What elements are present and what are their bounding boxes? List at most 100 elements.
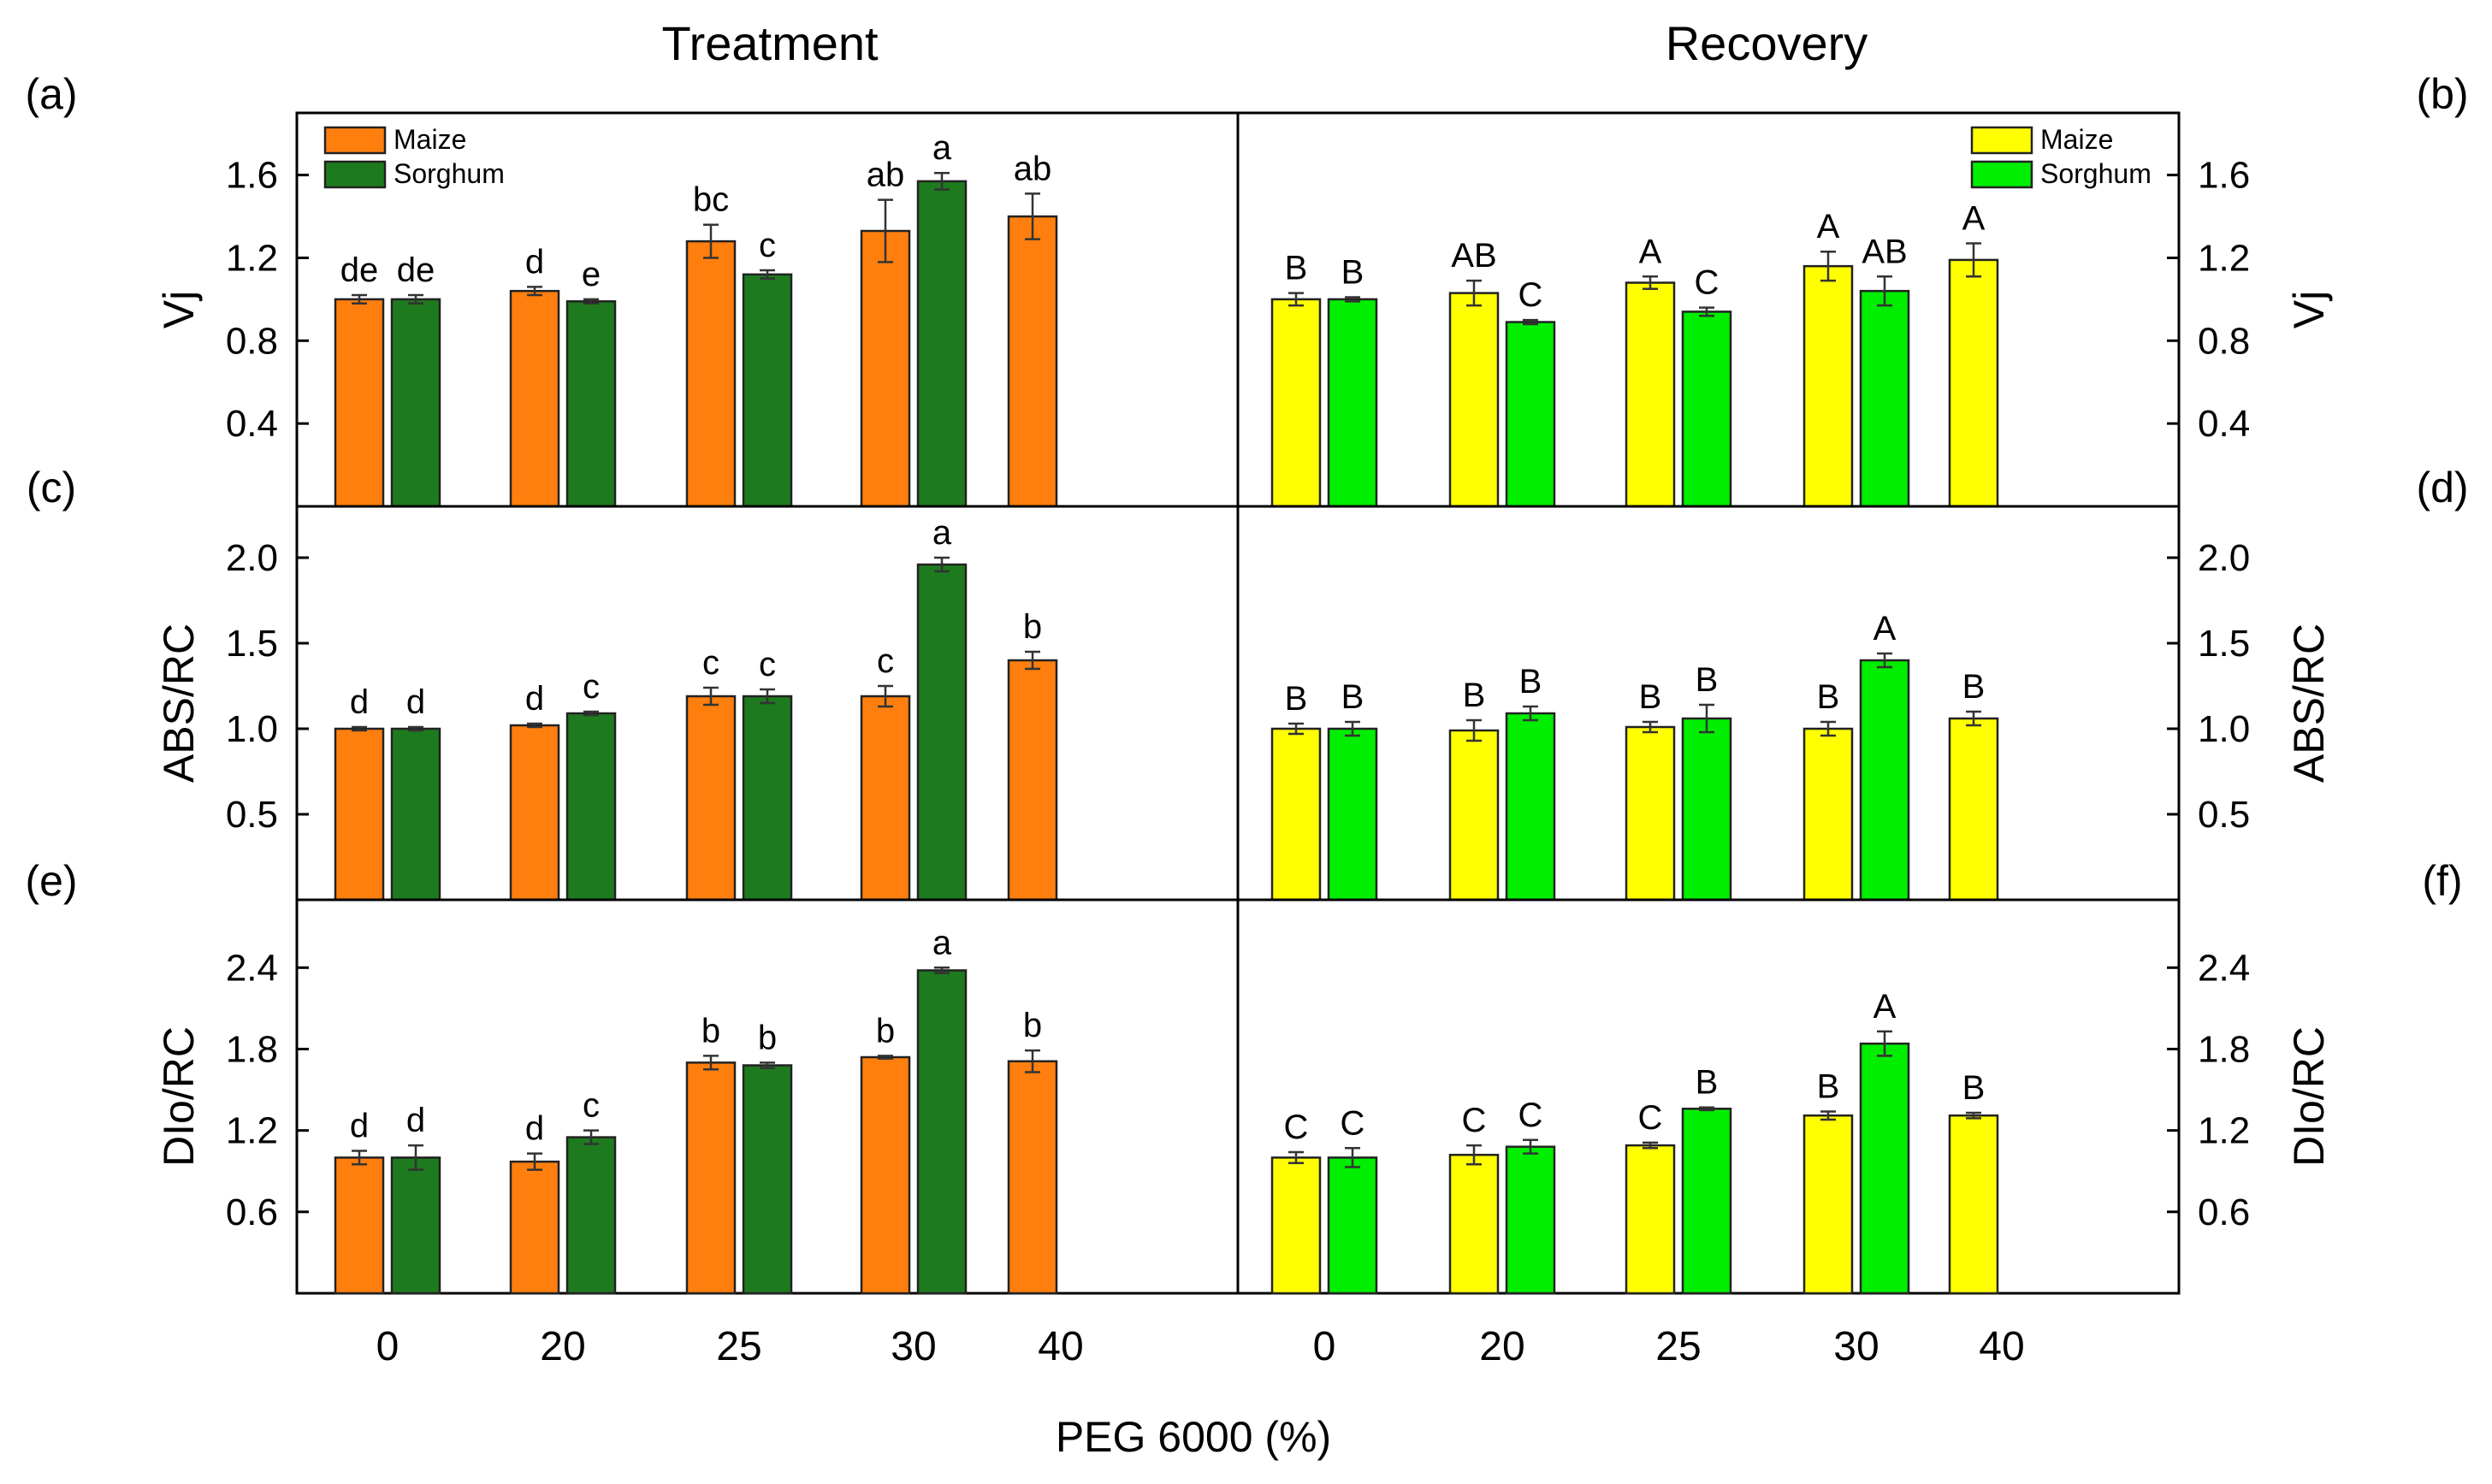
x-tick-label: 30 — [891, 1324, 936, 1369]
bar-sorghum-25 — [1681, 717, 1732, 902]
error-bar — [1966, 710, 1981, 727]
significance-label: C — [1518, 1097, 1543, 1134]
y-tick-label: 0.5 — [2198, 794, 2250, 836]
error-bar — [1288, 1150, 1304, 1164]
bar-maize-30 — [1802, 264, 1854, 508]
error-bar — [1345, 720, 1360, 737]
bar-sorghum-25 — [742, 273, 793, 508]
y-tick-label: 1.2 — [226, 1110, 278, 1152]
legend-label-sorghum: Sorghum — [2040, 158, 2152, 189]
error-bar — [878, 198, 893, 263]
significance-label: a — [932, 129, 952, 167]
legend-swatch-maize — [323, 126, 387, 155]
error-bar — [1025, 1049, 1040, 1073]
y-axis-label: Vj — [155, 291, 203, 328]
panel-letter: (c) — [27, 464, 76, 511]
error-bar — [408, 1144, 423, 1171]
significance-label: d — [406, 1102, 425, 1139]
y-tick-label: 1.5 — [226, 623, 278, 665]
significance-label: b — [1023, 1007, 1042, 1044]
error-bar — [527, 286, 542, 297]
y-tick-label: 0.6 — [226, 1191, 278, 1233]
significance-label: a — [932, 514, 952, 552]
error-bar — [1345, 1147, 1360, 1168]
error-bar — [1523, 318, 1538, 326]
significance-label: B — [1817, 1067, 1840, 1105]
error-bar — [1820, 250, 1836, 282]
significance-label: d — [525, 1110, 544, 1148]
x-tick-label: 25 — [716, 1324, 761, 1369]
bar-sorghum-25 — [742, 695, 793, 902]
y-axis-label: Vj — [2285, 291, 2333, 328]
error-bar — [1466, 718, 1482, 742]
error-bar — [1877, 1030, 1892, 1057]
significance-label: ab — [867, 157, 905, 194]
bar-sorghum-30 — [916, 180, 968, 508]
y-tick-label: 0.4 — [2198, 403, 2250, 445]
significance-label: b — [1023, 608, 1042, 646]
error-bar — [1699, 306, 1714, 317]
significance-label: de — [397, 251, 435, 289]
x-tick-label: 40 — [1038, 1324, 1083, 1369]
significance-label: A — [1873, 610, 1897, 647]
bar-maize-40 — [1948, 717, 1999, 902]
significance-label: de — [340, 251, 379, 289]
error-bar — [934, 967, 950, 974]
error-bar — [583, 298, 599, 304]
panel-letter: (a) — [25, 70, 77, 118]
error-bar — [1820, 1110, 1836, 1121]
error-bar — [1643, 1141, 1658, 1150]
panel-letter: (d) — [2416, 464, 2468, 511]
legend-swatch-sorghum — [1970, 160, 2033, 189]
bar-sorghum-30 — [1859, 659, 1910, 902]
significance-label: d — [406, 683, 425, 721]
error-bar — [1699, 703, 1714, 734]
significance-label: d — [350, 1107, 369, 1144]
bar-maize-30 — [1802, 1114, 1854, 1295]
column-title-treatment: Treatment — [661, 16, 879, 70]
bar-sorghum-0 — [1327, 1156, 1378, 1295]
error-bar — [1288, 292, 1304, 307]
bar-maize-20 — [509, 289, 560, 508]
bar-maize-0 — [334, 1156, 385, 1295]
bar-maize-0 — [1270, 298, 1322, 508]
error-bar — [934, 171, 950, 191]
y-tick-label: 1.5 — [2198, 623, 2250, 665]
significance-label: c — [759, 646, 776, 683]
significance-label: B — [1962, 668, 1986, 706]
bar-maize-20 — [1448, 729, 1500, 902]
bar-maize-20 — [509, 1160, 560, 1295]
error-bar — [352, 293, 367, 304]
bar-maize-25 — [1625, 281, 1676, 508]
error-bar — [1466, 279, 1482, 307]
bar-maize-40 — [1007, 215, 1058, 508]
bar-sorghum-30 — [1859, 289, 1910, 508]
y-tick-label: 2.0 — [2198, 537, 2250, 579]
significance-label: B — [1285, 250, 1308, 287]
y-tick-label: 1.0 — [2198, 708, 2250, 750]
y-tick-label: 1.2 — [2198, 237, 2250, 279]
panel-letter: (e) — [25, 857, 77, 905]
panel-letter: (f) — [2422, 857, 2462, 905]
bar-sorghum-30 — [916, 969, 968, 1295]
y-tick-label: 1.6 — [226, 155, 278, 197]
error-bar — [878, 1055, 893, 1060]
bar-sorghum-25 — [1681, 310, 1732, 508]
significance-label: b — [876, 1012, 895, 1049]
significance-label: C — [1518, 276, 1543, 314]
error-bar — [1643, 275, 1658, 291]
panel-a: 0.40.81.21.6Vj(a)de de d ebccabaabMaizeSorg… — [25, 70, 1240, 508]
significance-label: A — [1817, 208, 1840, 245]
x-tick-label: 0 — [1313, 1324, 1336, 1369]
bar-maize-25 — [1625, 1144, 1676, 1295]
significance-label: c — [877, 642, 894, 680]
error-bar — [1966, 1111, 1981, 1120]
significance-label: a — [932, 924, 952, 961]
error-bar — [583, 710, 599, 717]
bar-sorghum-20 — [1505, 321, 1556, 508]
error-bar — [352, 1150, 367, 1166]
